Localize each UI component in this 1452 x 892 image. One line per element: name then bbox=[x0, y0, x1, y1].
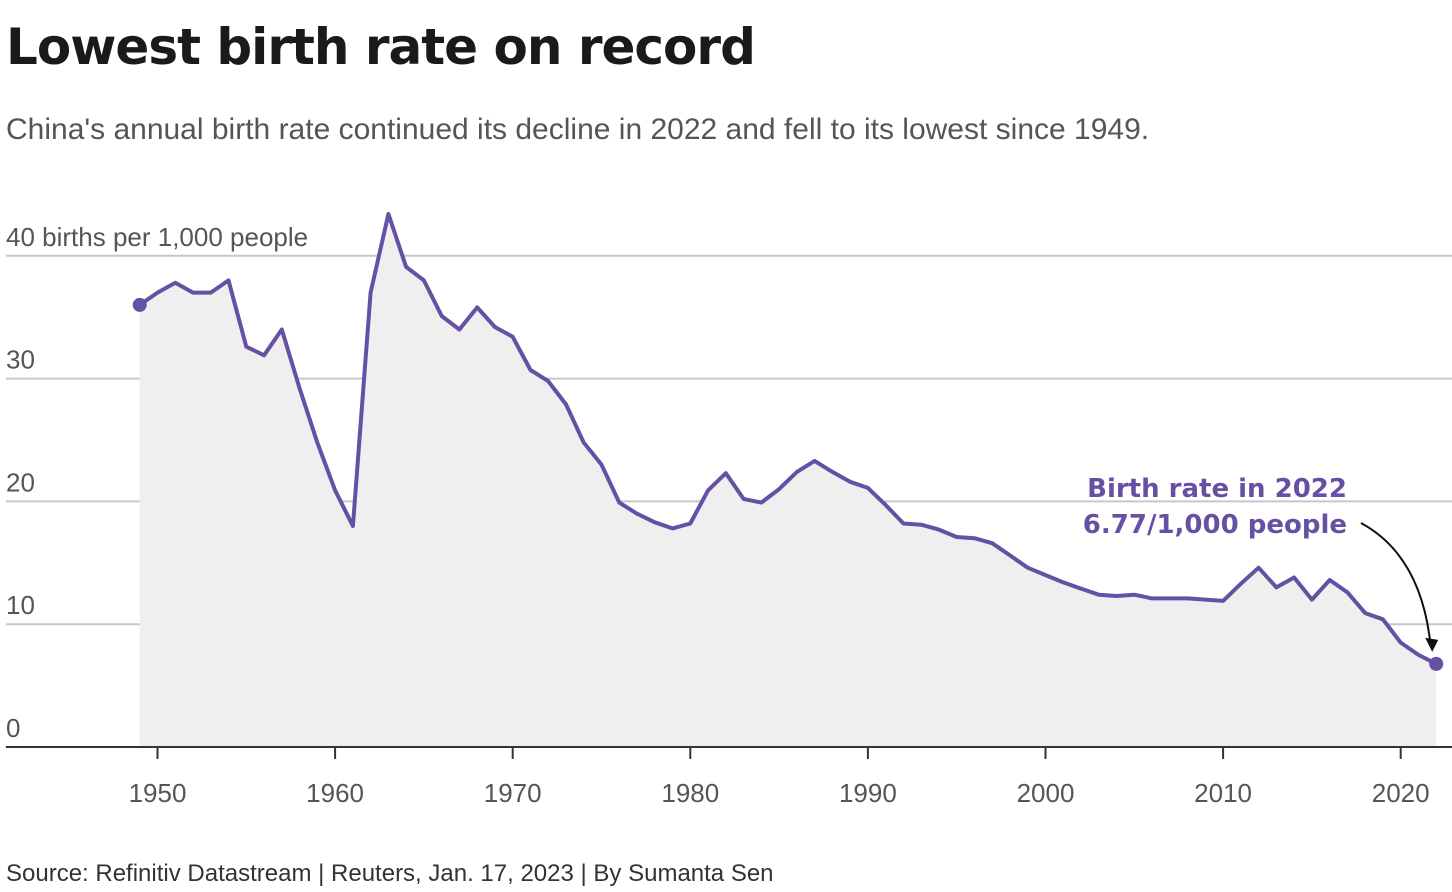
y-tick-label: 40 births per 1,000 people bbox=[6, 222, 308, 252]
x-tick-label: 1960 bbox=[306, 778, 364, 808]
x-tick-label: 1950 bbox=[129, 778, 187, 808]
x-tick-label: 1980 bbox=[661, 778, 719, 808]
y-tick-label: 10 bbox=[6, 590, 35, 620]
x-tick-label: 1990 bbox=[839, 778, 897, 808]
start-point-marker bbox=[132, 297, 147, 312]
chart-subtitle: China's annual birth rate continued its … bbox=[6, 113, 1150, 146]
x-ticks: 1950 1960 1970 1980 1990 2000 2010 2020 bbox=[129, 747, 1430, 808]
y-tick-labels: 40 births per 1,000 people 30 20 10 0 bbox=[6, 222, 308, 743]
birth-rate-line bbox=[138, 212, 1438, 666]
y-tick-label: 20 bbox=[6, 467, 35, 497]
birth-rate-area bbox=[139, 214, 1437, 747]
x-tick-label: 2000 bbox=[1017, 778, 1075, 808]
annotation-line-2: 6.77/1,000 people bbox=[1083, 510, 1347, 540]
source-note: Source: Refinitiv Datastream | Reuters, … bbox=[6, 860, 774, 887]
annotation-2022: Birth rate in 2022 6.77/1,000 people bbox=[1083, 474, 1439, 652]
chart-title: Lowest birth rate on record bbox=[6, 18, 756, 76]
x-tick-label: 1970 bbox=[484, 778, 542, 808]
x-tick-label: 2020 bbox=[1372, 778, 1430, 808]
x-tick-label: 2010 bbox=[1194, 778, 1252, 808]
end-point-marker bbox=[1429, 656, 1444, 671]
annotation-arrowhead-icon bbox=[1425, 637, 1439, 652]
annotation-arrow bbox=[1360, 522, 1432, 642]
y-tick-label: 30 bbox=[6, 345, 35, 375]
y-tick-label: 0 bbox=[6, 713, 20, 743]
annotation-line-1: Birth rate in 2022 bbox=[1087, 474, 1347, 504]
